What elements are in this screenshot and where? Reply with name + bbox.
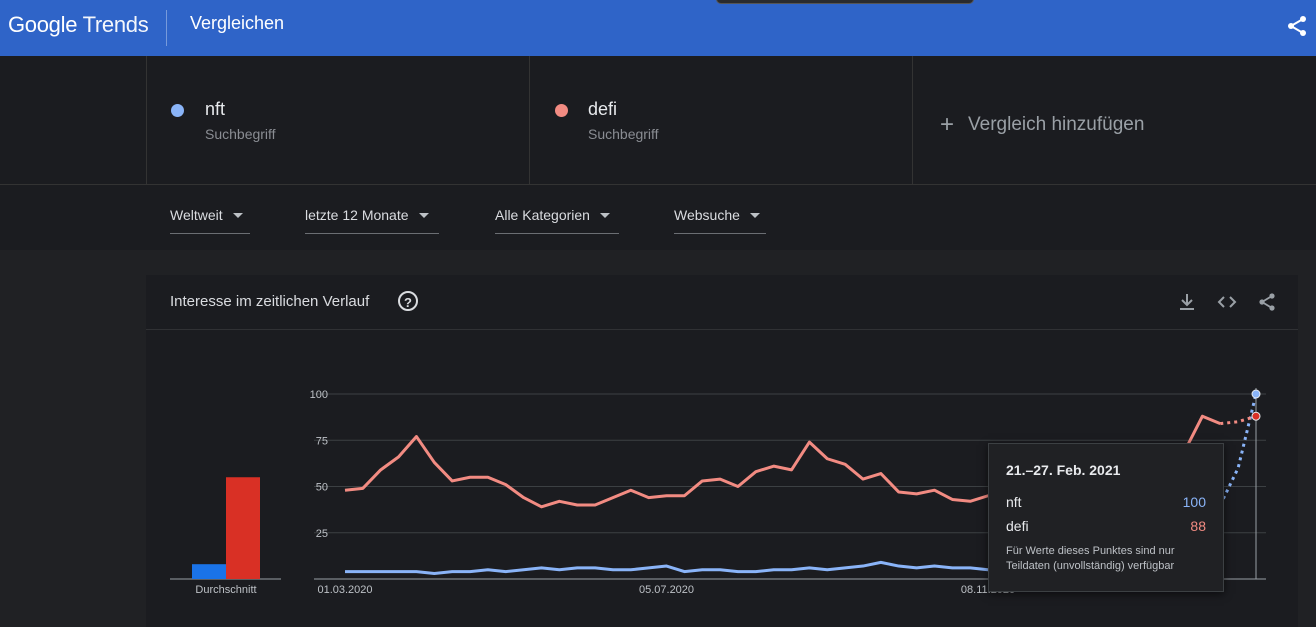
search-type-dropdown[interactable]: Websuche (674, 207, 766, 234)
region-dropdown-label: Weltweit (170, 207, 223, 223)
dropdown-arrow-icon (418, 213, 429, 218)
share-icon[interactable] (1256, 291, 1278, 313)
tooltip-date: 21.–27. Feb. 2021 (1006, 462, 1121, 478)
tooltip-row-defi: defi 88 (1006, 518, 1206, 534)
tooltip-note: Für Werte dieses Punktes sind nur Teilda… (1006, 545, 1175, 572)
google-trends-logo[interactable]: Google Trends (8, 12, 149, 38)
category-dropdown[interactable]: Alle Kategorien (495, 207, 619, 234)
add-comparison-button[interactable]: + Vergleich hinzufügen (940, 111, 1144, 139)
help-icon[interactable]: ? (398, 291, 418, 311)
search-terms-row: nft Suchbegriff defi Suchbegriff + Vergle… (0, 56, 1316, 185)
top-app-bar: Google Trends Vergleichen (0, 0, 1316, 56)
tooltip-term: defi (1006, 518, 1029, 534)
dropdown-arrow-icon (232, 213, 243, 218)
header-divider (166, 10, 167, 46)
filter-row: Weltweit letzte 12 Monate Alle Kategorie… (0, 185, 1316, 250)
share-icon[interactable] (1285, 14, 1309, 38)
term-name[interactable]: defi (588, 99, 618, 119)
term-subtitle: Suchbegriff (205, 126, 276, 142)
download-icon[interactable] (1176, 291, 1198, 313)
add-comparison-card (912, 56, 1316, 184)
embed-code-icon[interactable] (1216, 291, 1238, 313)
term-card-defi[interactable]: defi Suchbegriff (529, 56, 913, 184)
add-comparison-label: Vergleich hinzufügen (968, 114, 1145, 135)
time-range-dropdown[interactable]: letzte 12 Monate (305, 207, 439, 234)
logo-brand: Google (8, 12, 78, 37)
dropdown-arrow-icon (599, 213, 610, 218)
dropdown-arrow-icon (749, 213, 760, 218)
tooltip-value: 100 (1182, 494, 1206, 510)
floating-bar (716, 0, 974, 4)
term-subtitle: Suchbegriff (588, 126, 659, 142)
term-card-nft[interactable]: nft Suchbegriff (146, 56, 530, 184)
term-color-dot (171, 104, 184, 117)
time-range-dropdown-label: letzte 12 Monate (305, 207, 409, 223)
term-color-dot (555, 104, 568, 117)
page-title: Vergleichen (190, 13, 285, 33)
tooltip-row-nft: nft 100 (1006, 494, 1206, 510)
logo-product: Trends (82, 12, 149, 37)
card-title: Interesse im zeitlichen Verlauf (170, 293, 370, 310)
card-header-divider (146, 329, 1298, 330)
search-type-dropdown-label: Websuche (674, 207, 740, 223)
region-dropdown[interactable]: Weltweit (170, 207, 250, 234)
tooltip-term: nft (1006, 494, 1022, 510)
tooltip-value: 88 (1190, 518, 1206, 534)
term-name[interactable]: nft (205, 99, 226, 119)
data-point-tooltip: 21.–27. Feb. 2021 nft 100 defi 88 Für We… (988, 443, 1224, 592)
plus-icon: + (940, 111, 955, 138)
category-dropdown-label: Alle Kategorien (495, 207, 590, 223)
